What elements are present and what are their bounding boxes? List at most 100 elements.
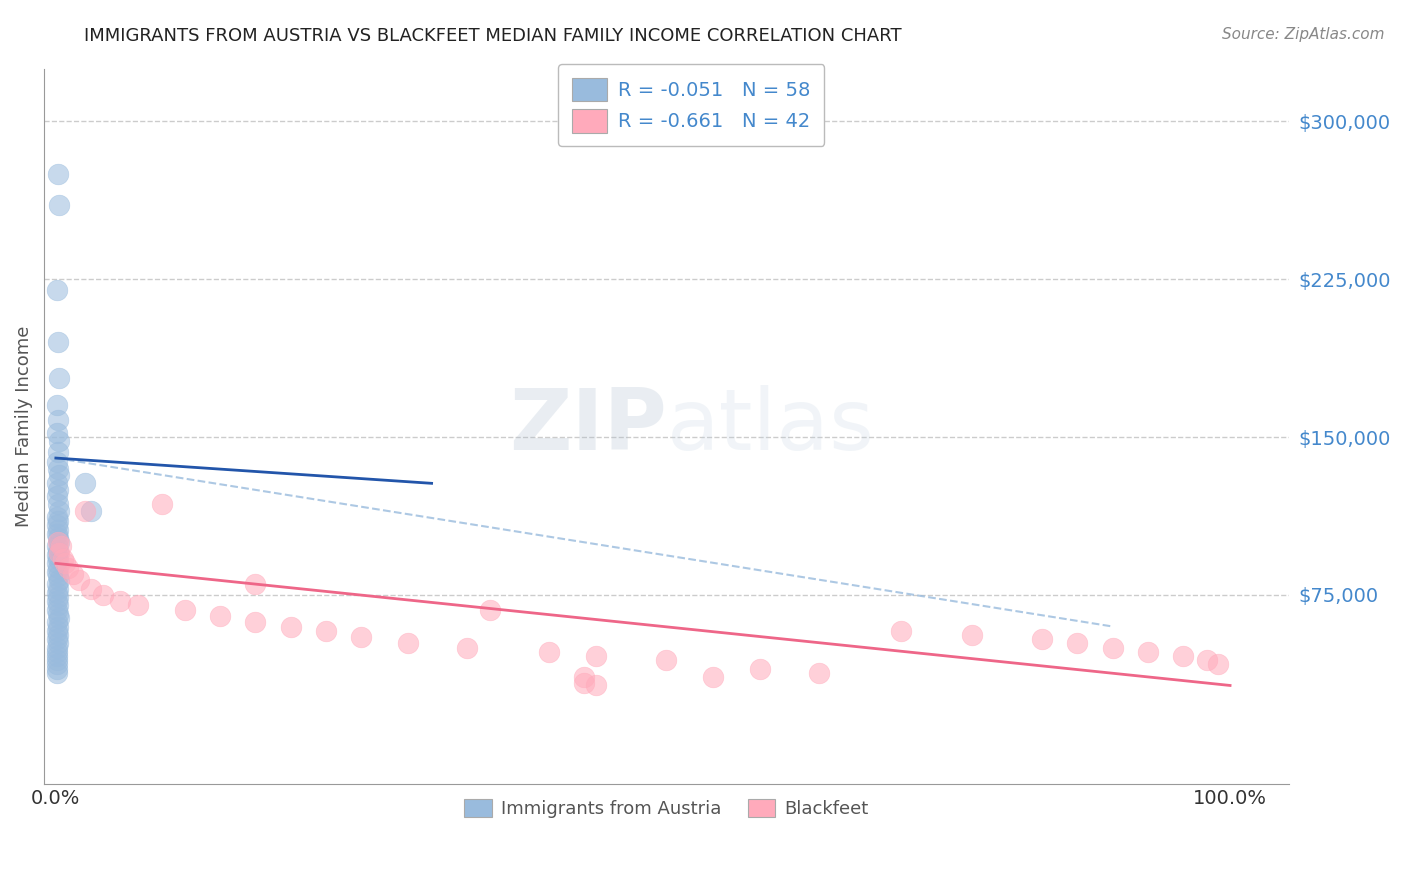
Point [1101, 640, 1123, 655]
Point [52, 552, 75, 566]
Point [585, 678, 607, 692]
Point [46, 167, 69, 181]
Point [46, 657, 69, 672]
Point [46, 483, 69, 497]
Point [46, 640, 69, 655]
Point [48, 611, 70, 625]
Legend: Immigrants from Austria, Blackfeet: Immigrants from Austria, Blackfeet [457, 792, 876, 825]
Point [890, 624, 912, 638]
Point [49, 540, 72, 554]
Point [46, 514, 69, 528]
Point [62, 566, 84, 581]
Point [48, 371, 70, 385]
Point [46, 413, 69, 427]
Point [48, 198, 70, 212]
Point [46, 557, 69, 571]
Point [48, 546, 70, 560]
Point [46, 607, 69, 621]
Point [350, 630, 373, 644]
Point [396, 636, 419, 650]
Point [46, 645, 69, 659]
Point [46, 632, 69, 647]
Point [46, 526, 69, 541]
Point [1195, 653, 1218, 667]
Point [46, 510, 69, 524]
Point [46, 665, 69, 680]
Text: IMMIGRANTS FROM AUSTRIA VS BLACKFEET MEDIAN FAMILY INCOME CORRELATION CHART: IMMIGRANTS FROM AUSTRIA VS BLACKFEET MED… [84, 27, 903, 45]
Text: ZIP: ZIP [509, 385, 666, 468]
Point [46, 535, 69, 549]
Point [75, 504, 97, 518]
Point [80, 582, 103, 596]
Point [574, 670, 596, 684]
Point [46, 565, 69, 579]
Point [46, 577, 69, 591]
Point [46, 476, 69, 491]
Point [91, 588, 114, 602]
Point [46, 543, 69, 558]
Point [48, 535, 70, 549]
Point [46, 582, 69, 596]
Point [1136, 645, 1159, 659]
Point [585, 648, 607, 663]
Text: Source: ZipAtlas.com: Source: ZipAtlas.com [1222, 27, 1385, 42]
Point [1031, 632, 1053, 647]
Point [150, 497, 173, 511]
Point [46, 648, 69, 663]
Point [46, 425, 69, 440]
Point [46, 662, 69, 676]
Point [110, 594, 132, 608]
Point [46, 636, 69, 650]
Point [48, 434, 70, 449]
Point [127, 599, 149, 613]
Point [46, 497, 69, 511]
Point [315, 624, 337, 638]
Point [46, 594, 69, 608]
Point [46, 444, 69, 458]
Point [46, 599, 69, 613]
Point [75, 476, 97, 491]
Point [46, 619, 69, 633]
Point [655, 653, 678, 667]
Text: atlas: atlas [666, 385, 875, 468]
Point [46, 523, 69, 537]
Point [46, 615, 69, 630]
Point [67, 573, 90, 587]
Point [46, 489, 69, 503]
Point [1171, 648, 1194, 663]
Point [479, 602, 502, 616]
Point [46, 590, 69, 604]
Point [46, 653, 69, 667]
Point [48, 467, 70, 482]
Point [280, 619, 302, 633]
Point [749, 662, 772, 676]
Point [960, 628, 983, 642]
Point [46, 560, 69, 574]
Y-axis label: Median Family Income: Median Family Income [15, 326, 32, 527]
Point [53, 557, 76, 571]
Point [46, 602, 69, 616]
Point [245, 577, 267, 591]
Point [456, 640, 478, 655]
Point [80, 504, 103, 518]
Point [48, 573, 70, 587]
Point [46, 531, 69, 545]
Point [46, 461, 69, 475]
Point [48, 504, 70, 518]
Point [46, 569, 69, 583]
Point [46, 335, 69, 350]
Point [46, 586, 69, 600]
Point [46, 518, 69, 533]
Point [46, 552, 69, 566]
Point [209, 609, 232, 624]
Point [46, 540, 69, 554]
Point [1208, 657, 1230, 672]
Point [245, 615, 267, 630]
Point [702, 670, 724, 684]
Point [1066, 636, 1088, 650]
Point [574, 676, 596, 690]
Point [46, 548, 69, 562]
Point [46, 283, 69, 297]
Point [174, 602, 197, 616]
Point [56, 560, 79, 574]
